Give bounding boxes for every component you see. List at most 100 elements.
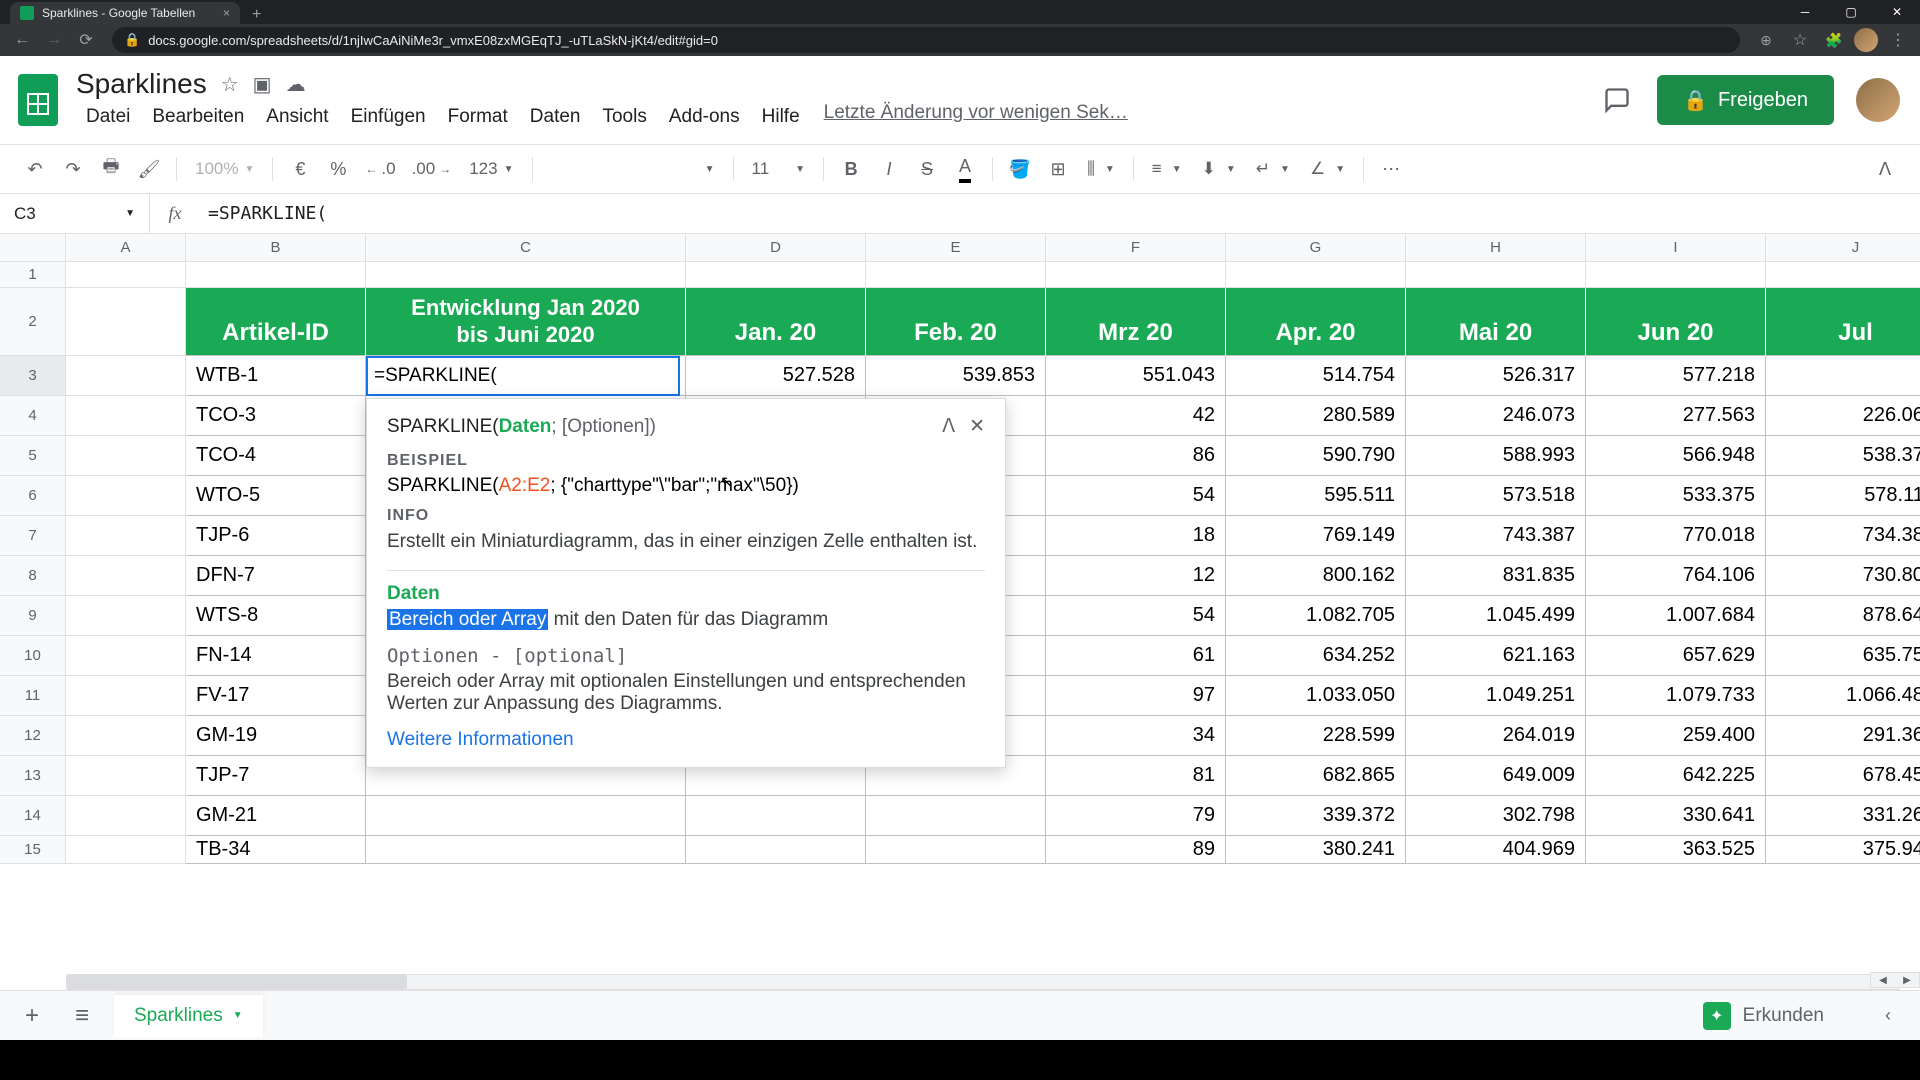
cell[interactable]: 657.629: [1586, 636, 1766, 676]
h-align-button[interactable]: ≡▼: [1144, 159, 1190, 179]
cell[interactable]: 678.458: [1766, 756, 1920, 796]
cell[interactable]: 42: [1046, 396, 1226, 436]
cell[interactable]: 18: [1046, 516, 1226, 556]
borders-button[interactable]: ⊞: [1041, 152, 1075, 186]
cell[interactable]: 61: [1046, 636, 1226, 676]
row-header[interactable]: 10: [0, 636, 66, 676]
browser-profile-avatar[interactable]: [1854, 28, 1878, 52]
cell[interactable]: TCO-3: [186, 396, 366, 436]
url-bar[interactable]: 🔒 docs.google.com/spreadsheets/d/1njIwCa…: [112, 27, 1740, 53]
col-header[interactable]: D: [686, 234, 866, 262]
star-icon[interactable]: ☆: [221, 72, 239, 97]
windows-taskbar[interactable]: [0, 1040, 1920, 1080]
col-header[interactable]: H: [1406, 234, 1586, 262]
cell[interactable]: 621.163: [1406, 636, 1586, 676]
cell[interactable]: 642.225: [1586, 756, 1766, 796]
menu-ansicht[interactable]: Ansicht: [256, 102, 338, 132]
cell[interactable]: 1.066.482: [1766, 676, 1920, 716]
cell[interactable]: 635.754: [1766, 636, 1920, 676]
cell[interactable]: 577.218: [1586, 356, 1766, 396]
cell[interactable]: 770.018: [1586, 516, 1766, 556]
tooltip-close-icon[interactable]: ✕: [969, 415, 985, 438]
cell[interactable]: 595.511: [1226, 476, 1406, 516]
name-box[interactable]: C3 ▼: [0, 194, 150, 233]
cell[interactable]: 302.798: [1406, 796, 1586, 836]
cell[interactable]: FN-14: [186, 636, 366, 676]
percent-button[interactable]: %: [321, 152, 355, 186]
cell[interactable]: 259.400: [1586, 716, 1766, 756]
close-button[interactable]: ✕: [1874, 0, 1920, 24]
cell[interactable]: 682.865: [1226, 756, 1406, 796]
sheets-logo[interactable]: [12, 65, 64, 135]
cell[interactable]: 730.808: [1766, 556, 1920, 596]
col-header[interactable]: J: [1766, 234, 1920, 262]
row-header[interactable]: 5: [0, 436, 66, 476]
row-header[interactable]: 3: [0, 356, 66, 396]
cell[interactable]: 54: [1046, 476, 1226, 516]
move-icon[interactable]: ▣: [253, 72, 272, 97]
cell[interactable]: 277.563: [1586, 396, 1766, 436]
font-dropdown[interactable]: ▼: [543, 164, 723, 175]
currency-button[interactable]: €: [283, 152, 317, 186]
profile-avatar[interactable]: [1856, 78, 1900, 122]
cell[interactable]: DFN-7: [186, 556, 366, 596]
scroll-right-button[interactable]: ▶: [1895, 973, 1919, 987]
text-color-button[interactable]: A: [948, 152, 982, 186]
cell[interactable]: 264.019: [1406, 716, 1586, 756]
maximize-button[interactable]: ▢: [1828, 0, 1874, 24]
cell[interactable]: 634.252: [1226, 636, 1406, 676]
cell[interactable]: 1.082.705: [1226, 596, 1406, 636]
cell[interactable]: 764.106: [1586, 556, 1766, 596]
formula-input[interactable]: =SPARKLINE(: [200, 203, 1920, 224]
cell[interactable]: 81: [1046, 756, 1226, 796]
sheet-tab-sparklines[interactable]: Sparklines ▼: [114, 995, 263, 1037]
wrap-button[interactable]: ↵▼: [1248, 159, 1298, 179]
tab-close-icon[interactable]: ×: [223, 6, 230, 20]
row-header[interactable]: 15: [0, 836, 66, 864]
side-panel-toggle[interactable]: ‹: [1870, 998, 1906, 1034]
cell[interactable]: [866, 836, 1046, 864]
zoom-dropdown[interactable]: 100%▼: [187, 159, 262, 179]
tooltip-collapse-icon[interactable]: ᐱ: [942, 415, 955, 438]
undo-button[interactable]: ↶: [18, 152, 52, 186]
cell[interactable]: 539.853: [866, 356, 1046, 396]
all-sheets-button[interactable]: ≡: [64, 998, 100, 1034]
rotate-button[interactable]: ∠▼: [1302, 159, 1353, 179]
cell[interactable]: 1.079.733: [1586, 676, 1766, 716]
cell[interactable]: 86: [1046, 436, 1226, 476]
extensions-icon[interactable]: 🧩: [1820, 26, 1848, 54]
minimize-button[interactable]: ─: [1782, 0, 1828, 24]
cell[interactable]: 590.790: [1226, 436, 1406, 476]
browser-tab[interactable]: Sparklines - Google Tabellen ×: [10, 2, 240, 24]
chevron-down-icon[interactable]: ▼: [233, 1010, 243, 1021]
cell[interactable]: 246.073: [1406, 396, 1586, 436]
col-header[interactable]: G: [1226, 234, 1406, 262]
cell[interactable]: 533.375: [1586, 476, 1766, 516]
cell[interactable]: 339.372: [1226, 796, 1406, 836]
add-sheet-button[interactable]: +: [14, 998, 50, 1034]
back-button[interactable]: ←: [8, 26, 36, 54]
cell[interactable]: 831.835: [1406, 556, 1586, 596]
cell[interactable]: 226.062: [1766, 396, 1920, 436]
col-header[interactable]: I: [1586, 234, 1766, 262]
print-button[interactable]: 🖶: [94, 152, 128, 186]
cell[interactable]: TJP-6: [186, 516, 366, 556]
col-header[interactable]: F: [1046, 234, 1226, 262]
cell[interactable]: 228.599: [1226, 716, 1406, 756]
share-button[interactable]: 🔒 Freigeben: [1657, 75, 1834, 125]
cell[interactable]: [686, 836, 866, 864]
cell[interactable]: 363.525: [1586, 836, 1766, 864]
cell[interactable]: 97: [1046, 676, 1226, 716]
explore-button[interactable]: ✦ Erkunden: [1685, 1002, 1842, 1030]
cell[interactable]: GM-19: [186, 716, 366, 756]
cell[interactable]: 380.241: [1226, 836, 1406, 864]
bookmark-icon[interactable]: ☆: [1786, 26, 1814, 54]
number-format-dropdown[interactable]: 123▼: [461, 159, 521, 179]
collapse-toolbar-button[interactable]: ᐱ: [1868, 152, 1902, 186]
new-tab-button[interactable]: +: [240, 6, 273, 24]
cell[interactable]: 551.043: [1046, 356, 1226, 396]
menu-bearbeiten[interactable]: Bearbeiten: [142, 102, 254, 132]
row-header[interactable]: 9: [0, 596, 66, 636]
cell[interactable]: 1.045.499: [1406, 596, 1586, 636]
italic-button[interactable]: I: [872, 152, 906, 186]
